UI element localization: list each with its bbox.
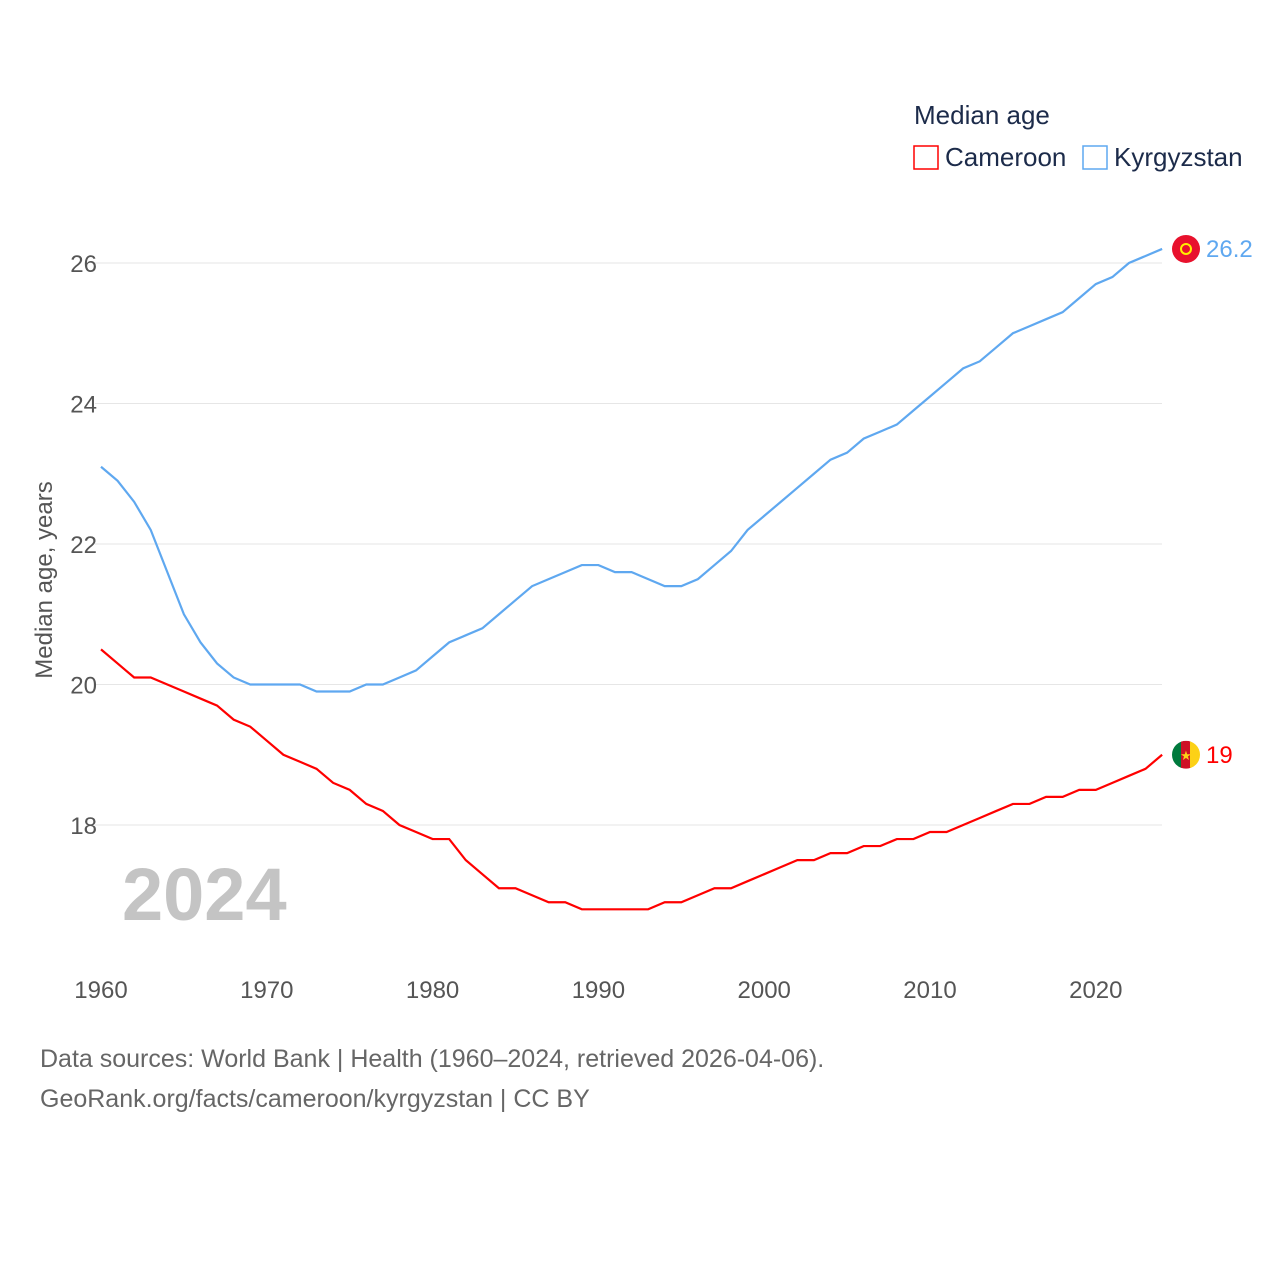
legend-item-cameroon[interactable]: Cameroon [913,142,1066,172]
footer-sources: Data sources: World Bank | Health (1960–… [40,1045,825,1073]
legend-label: Cameroon [945,142,1066,172]
y-tick-label: 18 [70,813,97,840]
kyrgyzstan-flag-icon [1172,234,1200,263]
x-tick-label: 1990 [572,977,625,1004]
cameroon-flag-icon: ★ [1172,740,1200,769]
end-value-label: 19 [1206,742,1233,769]
x-tick-label: 1970 [240,977,293,1004]
y-tick-label: 20 [70,673,97,700]
legend-label: Kyrgyzstan [1114,142,1243,172]
legend-swatch [1082,145,1108,170]
legend-item-kyrgyzstan[interactable]: Kyrgyzstan [1082,142,1243,172]
series-line-cameroon [100,648,1163,911]
y-axis-label: Median age, years [31,481,58,678]
x-tick-label: 2000 [738,977,791,1004]
x-tick-label: 2020 [1069,977,1122,1004]
y-tick-label: 24 [70,392,97,419]
series-line-kyrgyzstan [100,247,1163,693]
y-tick-label: 22 [70,532,97,559]
y-tick-label: 26 [70,251,97,278]
legend-title: Median age [914,100,1050,130]
end-value-label: 26.2 [1206,236,1253,263]
year-watermark: 2024 [122,853,287,936]
legend-swatch [913,145,939,170]
footer-link[interactable]: GeoRank.org/facts/cameroon/kyrgyzstan | … [40,1085,590,1113]
svg-text:★: ★ [1180,748,1192,763]
x-tick-label: 1980 [406,977,459,1004]
x-tick-label: 1960 [74,977,127,1004]
x-tick-label: 2010 [903,977,956,1004]
